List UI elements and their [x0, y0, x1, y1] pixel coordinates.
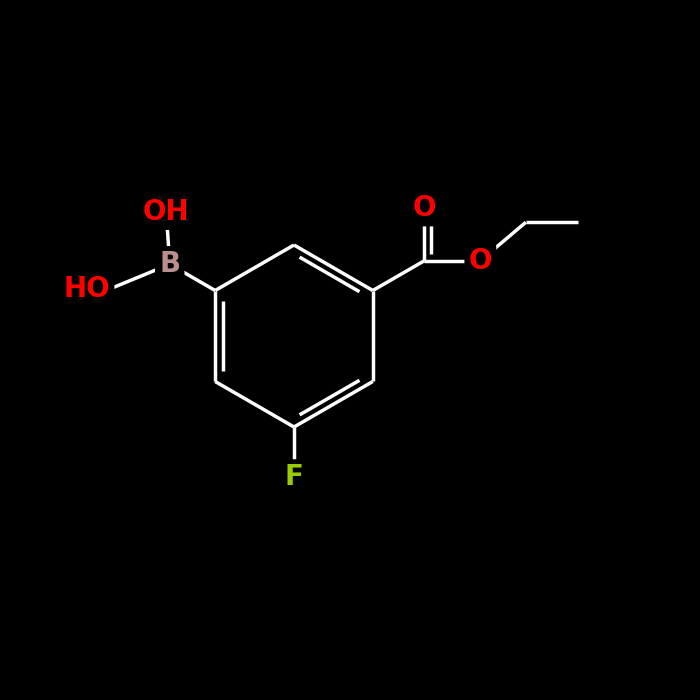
- Text: HO: HO: [64, 274, 110, 302]
- Text: O: O: [468, 247, 492, 275]
- Text: F: F: [285, 463, 303, 491]
- Text: OH: OH: [143, 197, 190, 225]
- Text: B: B: [159, 251, 181, 278]
- Text: O: O: [412, 195, 436, 223]
